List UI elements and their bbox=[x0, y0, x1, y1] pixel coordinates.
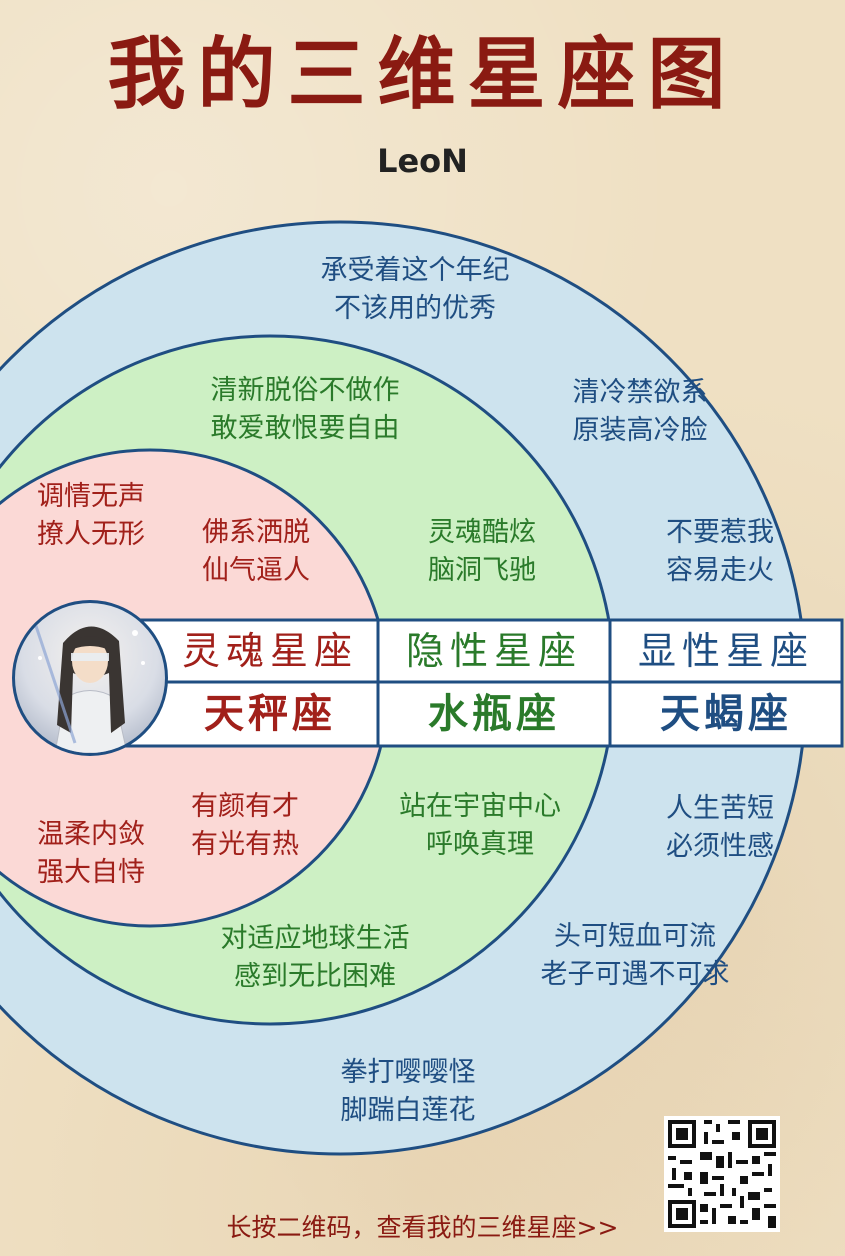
avatar-illustration bbox=[33, 622, 145, 753]
middle-text-top: 清新脱俗不做作 敢爱敢恨要自由 bbox=[210, 375, 400, 444]
soul-sign-value: 天秤座 bbox=[204, 691, 336, 737]
outer-text-bottom-right: 头可短血可流 老子可遇不可求 bbox=[540, 921, 730, 990]
visible-sign-value: 天蝎座 bbox=[660, 691, 792, 737]
middle-text-right-upper: 灵魂酷炫 脑洞飞驰 bbox=[428, 517, 536, 586]
page-title: 我的三维星座图 bbox=[107, 30, 738, 120]
hidden-sign-label: 隐性星座 bbox=[405, 629, 582, 673]
footer-hint: 长按二维码，查看我的三维星座>> bbox=[226, 1213, 619, 1242]
inner-text-bottom-right: 有颜有才 有光有热 bbox=[191, 791, 299, 860]
outer-text-right-upper: 不要惹我 容易走火 bbox=[666, 517, 774, 586]
outer-text-top: 承受着这个年纪 不该用的优秀 bbox=[320, 255, 510, 324]
author-name: LeoN bbox=[377, 142, 468, 180]
middle-text-bottom: 对适应地球生活 感到无比困难 bbox=[220, 923, 410, 992]
hidden-sign-value: 水瓶座 bbox=[428, 691, 560, 737]
qr-code[interactable] bbox=[664, 1116, 780, 1232]
avatar bbox=[12, 600, 168, 756]
middle-text-right-lower: 站在宇宙中心 呼唤真理 bbox=[399, 791, 561, 860]
qr-code-icon bbox=[664, 1116, 780, 1232]
outer-text-top-right: 清冷禁欲系 原装高冷脸 bbox=[572, 377, 708, 446]
soul-sign-label: 灵魂星座 bbox=[181, 629, 358, 673]
outer-text-right-lower: 人生苦短 必须性感 bbox=[666, 793, 774, 862]
visible-sign-label: 显性星座 bbox=[637, 629, 814, 673]
outer-text-bottom: 拳打嘤嘤怪 脚踹白莲花 bbox=[340, 1057, 476, 1126]
inner-text-bottom-left: 温柔内敛 强大自恃 bbox=[37, 819, 145, 888]
inner-text-top-right: 佛系洒脱 仙气逼人 bbox=[202, 517, 310, 586]
inner-text-top-left: 调情无声 撩人无形 bbox=[37, 481, 145, 550]
